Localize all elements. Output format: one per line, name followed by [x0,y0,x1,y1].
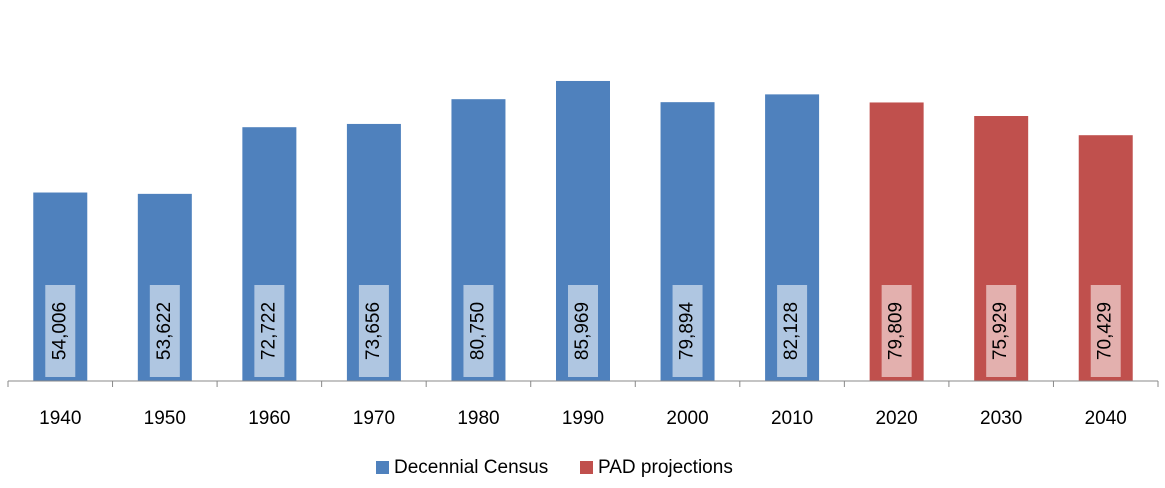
value-label: 82,128 [781,302,802,360]
value-label-box [672,285,703,377]
value-label-box [1090,285,1121,377]
x-tick-label: 1950 [144,408,186,429]
x-tick-label: 2020 [875,408,917,429]
x-tick-label: 1980 [457,408,499,429]
legend-swatch [580,461,593,474]
value-label: 54,006 [49,302,70,360]
value-label-box [986,285,1017,377]
value-label-box [463,285,494,377]
value-label-box [358,285,389,377]
value-label-box [568,285,598,377]
value-label-box [881,285,912,377]
x-tick-label: 1960 [248,408,290,429]
value-label-box [254,285,285,377]
x-tick-label: 1940 [39,408,81,429]
value-label: 85,969 [572,302,593,360]
value-label: 70,429 [1095,302,1116,360]
value-label: 75,929 [990,302,1011,360]
value-label: 53,622 [154,302,175,360]
value-label-box [45,285,76,377]
x-tick-label: 2040 [1085,408,1127,429]
x-tick-label: 2030 [980,408,1022,429]
legend-label: PAD projections [598,457,733,478]
value-label: 80,750 [467,302,488,360]
value-label-box [149,285,180,377]
x-tick-label: 2000 [666,408,708,429]
x-tick-label: 1990 [562,408,604,429]
legend-label: Decennial Census [394,457,548,478]
value-label: 73,656 [363,302,384,360]
x-tick-label: 2010 [771,408,813,429]
value-label: 72,722 [258,302,279,360]
value-label: 79,894 [677,302,698,361]
legend-swatch [376,461,389,474]
x-tick-label: 1970 [353,408,395,429]
value-label-box [777,285,808,377]
value-label: 79,809 [886,302,907,360]
